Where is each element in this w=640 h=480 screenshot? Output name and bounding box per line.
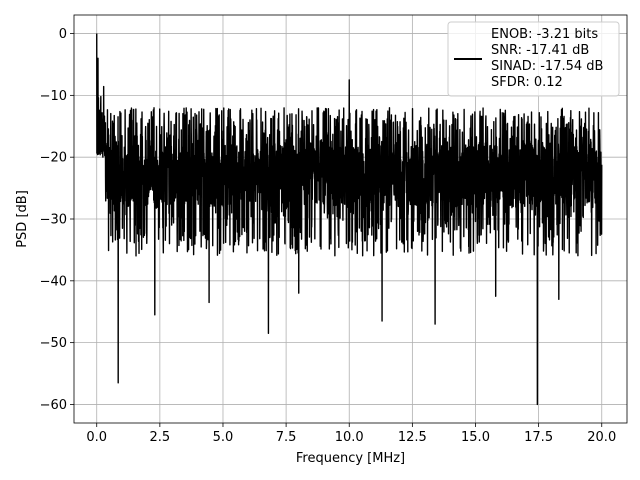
x-tick-label: 10.0 xyxy=(335,430,364,445)
y-tick-label: −60 xyxy=(40,398,67,413)
x-tick-label: 5.0 xyxy=(213,430,234,445)
legend: ENOB: -3.21 bits SNR: -17.41 dB SINAD: -17… xyxy=(447,21,620,97)
y-tick-label: 0 xyxy=(59,27,67,42)
x-tick-label: 15.0 xyxy=(461,430,490,445)
x-tick-label: 2.5 xyxy=(150,430,171,445)
y-axis-label: PSD [dB] xyxy=(15,190,30,248)
y-tick-label: −10 xyxy=(40,89,67,104)
x-axis-label: Frequency [MHz] xyxy=(296,451,405,466)
x-tick-label: 7.5 xyxy=(276,430,297,445)
legend-box xyxy=(447,21,620,97)
y-tick-label: −30 xyxy=(40,213,67,228)
x-tick-label: 17.5 xyxy=(524,430,553,445)
legend-line-text: ENOB: -3.21 bits xyxy=(491,27,598,42)
series-layer xyxy=(96,33,603,406)
legend-line-text: SINAD: -17.54 dB xyxy=(491,59,603,74)
x-tick-label: 0.0 xyxy=(86,430,107,445)
x-tick-label: 12.5 xyxy=(398,430,427,445)
legend-entry-text: ENOB: -3.21 bits SNR: -17.41 dB SINAD: -17… xyxy=(491,27,603,90)
legend-line-text: SFDR: 0.12 xyxy=(491,75,563,90)
y-tick-label: −20 xyxy=(40,151,67,166)
y-tick-label: −40 xyxy=(40,274,67,289)
ticks: 0.0 2.5 5.0 7.5 10.0 12.5 15.0 17.5 20.0 0 −10 −20 −… xyxy=(40,27,617,445)
psd-series-line xyxy=(96,33,603,406)
x-tick-label: 20.0 xyxy=(587,430,616,445)
legend-line-text: SNR: -17.41 dB xyxy=(491,43,589,58)
y-tick-label: −50 xyxy=(40,336,67,351)
